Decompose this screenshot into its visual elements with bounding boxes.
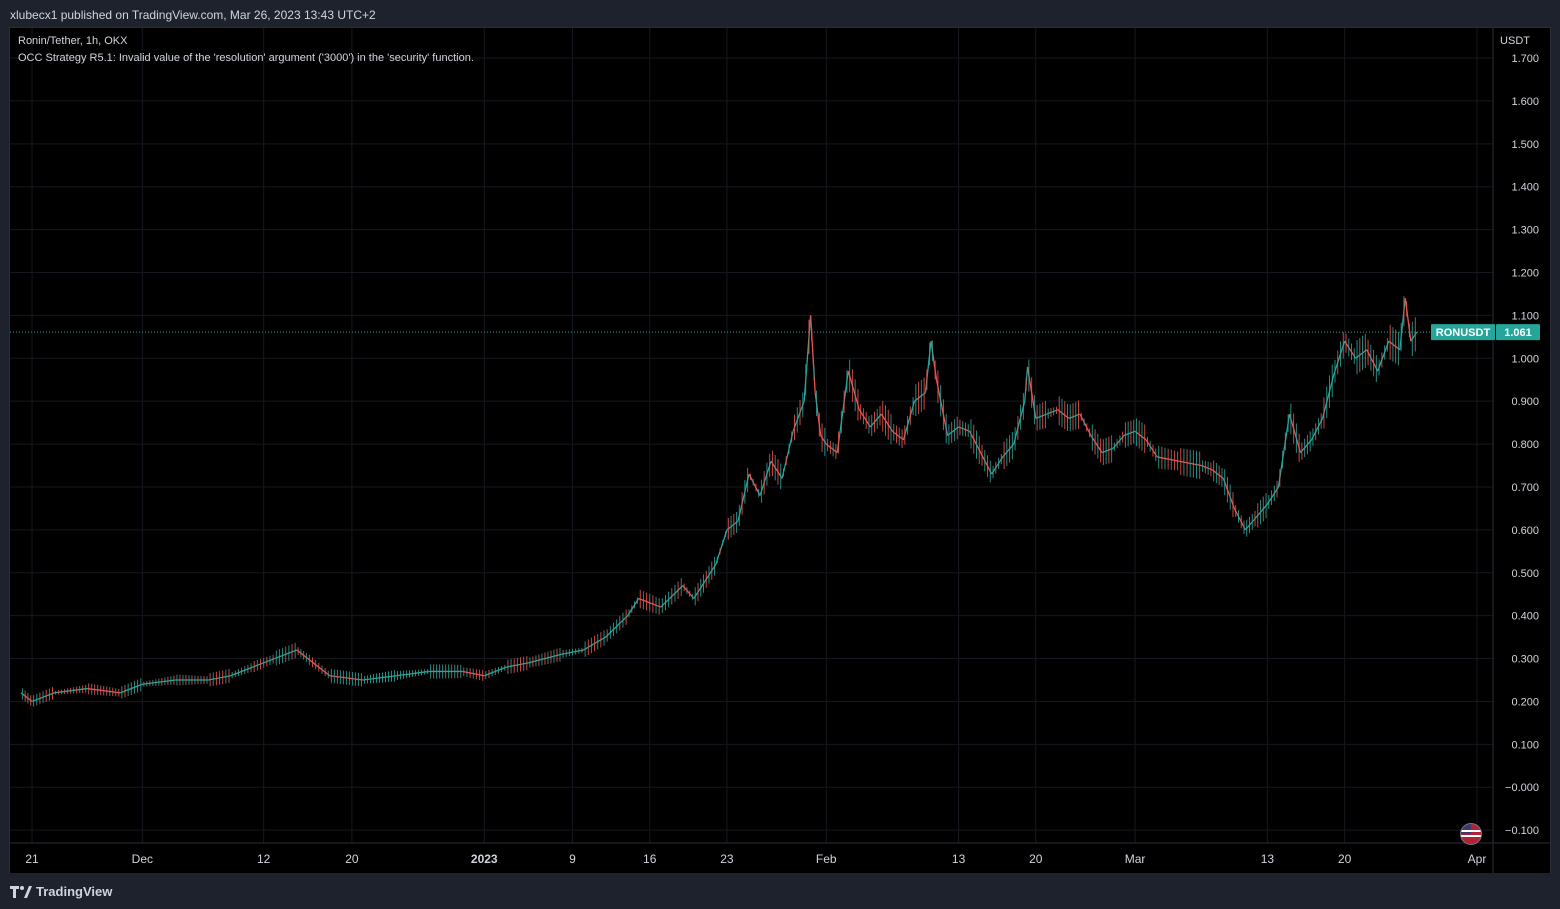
price-tick-label: 0.300	[1511, 654, 1539, 666]
time-tick-label: Dec	[132, 852, 153, 866]
price-segment	[1399, 298, 1406, 350]
footer-bar: TradingView	[0, 873, 1560, 909]
symbol-legend[interactable]: Ronin/Tether, 1h, OKX	[18, 35, 128, 47]
time-tick-label: 13	[952, 852, 966, 866]
price-tick-label: 1.600	[1511, 96, 1539, 108]
price-tick-label: 1.300	[1511, 225, 1539, 237]
price-axis: 1.700 1.600 1.500 1.400 1.300 1.200 1.100 1.000…	[1500, 35, 1539, 837]
price-segment	[924, 341, 932, 393]
price-segment	[809, 315, 816, 393]
price-tick-label: 1.200	[1511, 268, 1539, 280]
currency-label: USDT	[1500, 35, 1530, 47]
time-tick-label: Apr	[1468, 852, 1487, 866]
published-by-text: xlubecx1 published on TradingView.com, M…	[10, 8, 376, 22]
price-tick-label: −0.000	[1505, 782, 1539, 794]
symbol-tag-text: RONUSDT	[1436, 327, 1491, 339]
time-tick-label: 20	[1338, 852, 1352, 866]
time-tick-label: 13	[1261, 852, 1275, 866]
time-tick-label: 16	[643, 852, 657, 866]
price-segment	[1404, 298, 1412, 342]
price-tick-label: −0.100	[1505, 825, 1539, 837]
price-tick-label: 1.000	[1511, 353, 1539, 365]
time-tick-label: 21	[25, 852, 39, 866]
price-segment	[814, 392, 822, 436]
brand-name: TradingView	[36, 884, 113, 899]
price-tick-label: 1.100	[1511, 310, 1539, 322]
price-tick-label: 1.400	[1511, 182, 1539, 194]
price-tick-label: 0.100	[1511, 739, 1539, 751]
indicator-error-legend[interactable]: OCC Strategy R5.1: Invalid value of the …	[18, 52, 474, 64]
time-tick-label: Feb	[816, 852, 837, 866]
time-tick-label: Mar	[1125, 852, 1146, 866]
price-tick-label: 0.600	[1511, 525, 1539, 537]
time-tick-label: 9	[569, 852, 576, 866]
price-chart[interactable]: 1.700 1.600 1.500 1.400 1.300 1.200 1.100 1.000…	[10, 28, 1550, 873]
price-tick-label: 1.500	[1511, 139, 1539, 151]
tradingview-brand[interactable]: TradingView	[10, 884, 112, 899]
chart-pane[interactable]: 1.700 1.600 1.500 1.400 1.300 1.200 1.100 1.000…	[9, 27, 1551, 874]
price-tick-label: 1.700	[1511, 53, 1539, 65]
time-tick-label: 20	[345, 852, 359, 866]
price-series	[20, 296, 1418, 707]
price-tick-label: 0.400	[1511, 611, 1539, 623]
price-segment	[1410, 331, 1418, 342]
us-flag-icon[interactable]	[1460, 823, 1482, 845]
chart-grid	[10, 28, 1493, 843]
last-price-tag-text: 1.061	[1504, 327, 1532, 339]
price-tick-label: 0.700	[1511, 482, 1539, 494]
price-tick-label: 0.200	[1511, 696, 1539, 708]
time-tick-label: 12	[257, 852, 271, 866]
price-segment	[930, 341, 938, 380]
last-price-label: RONUSDT 1.061	[1431, 324, 1540, 341]
last-price-tag-bg	[1496, 324, 1540, 341]
price-segment	[803, 315, 812, 402]
time-tick-label: 23	[720, 852, 734, 866]
time-axis: 21 Dec 12 20 2023 9 16 23 Feb 13 20 Mar 13 20 Apr	[25, 852, 1486, 866]
price-tick-label: 0.900	[1511, 396, 1539, 408]
time-tick-label: 2023	[471, 852, 498, 866]
symbol-tag-bg	[1431, 324, 1495, 341]
price-tick-label: 0.500	[1511, 568, 1539, 580]
publish-header: xlubecx1 published on TradingView.com, M…	[0, 0, 1560, 28]
time-tick-label: 20	[1029, 852, 1043, 866]
price-tick-label: 0.800	[1511, 439, 1539, 451]
tradingview-logo-icon	[10, 885, 32, 898]
price-segment	[820, 435, 827, 445]
